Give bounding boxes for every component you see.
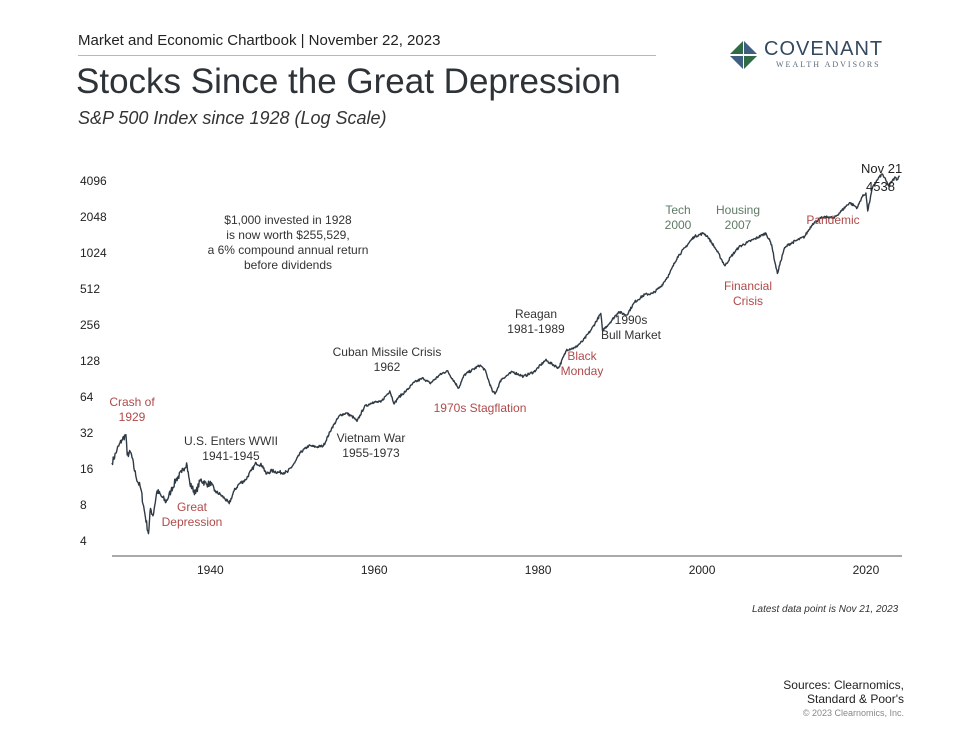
end-label-value: 4538 — [866, 179, 895, 194]
annotation-line: Black — [567, 349, 597, 363]
annotation-line: 1941-1945 — [202, 449, 260, 463]
annotation-label: Tech 2000 — [665, 203, 692, 232]
annotation-label: Financial Crisis — [724, 279, 772, 308]
chart-title: Stocks Since the Great Depression — [76, 62, 621, 101]
annotation-label: Cuban Missile Crisis 1962 — [333, 345, 442, 374]
annotation-line: Housing — [716, 203, 760, 217]
annotation-label: Vietnam War 1955-1973 — [337, 431, 406, 460]
annotation-line: Monday — [561, 364, 604, 378]
header-divider — [78, 55, 656, 56]
sp500-series-line — [111, 173, 901, 535]
annotation-label: Black Monday — [561, 349, 604, 378]
annotation-line: U.S. Enters WWII — [184, 434, 278, 448]
y-tick-label: 16 — [80, 462, 94, 476]
chart-subtitle: S&P 500 Index since 1928 (Log Scale) — [78, 108, 387, 128]
annotation-line: 2000 — [665, 218, 692, 232]
annotation-line: before dividends — [244, 258, 332, 272]
annotation-line: $1,000 invested in 1928 — [224, 213, 352, 227]
sources-line-2: Standard & Poor's — [806, 692, 904, 706]
logo-tagline: WEALTH ADVISORS — [776, 60, 881, 69]
annotation-line: Financial — [724, 279, 772, 293]
annotation-line: 1981-1989 — [507, 322, 565, 336]
annotation-label: Reagan 1981-1989 — [507, 307, 565, 336]
annotation-line: a 6% compound annual return — [208, 243, 369, 257]
x-tick-label: 2020 — [853, 563, 880, 577]
y-tick-label: 4096 — [80, 174, 107, 188]
annotation-line: 1962 — [374, 360, 401, 374]
x-tick-label: 2000 — [689, 563, 716, 577]
annotation-line: 1929 — [119, 410, 146, 424]
x-tick-label: 1960 — [361, 563, 388, 577]
annotation-line: is now worth $255,529, — [226, 228, 349, 242]
y-tick-label: 2048 — [80, 210, 107, 224]
y-tick-label: 8 — [80, 498, 87, 512]
annotation-label: 1990s Bull Market — [601, 313, 662, 342]
annotation-label: Pandemic — [806, 213, 859, 227]
logo-name: COVENANT — [764, 38, 884, 60]
y-tick-label: 64 — [80, 390, 94, 404]
series-layer — [111, 173, 901, 535]
annotation-line: 1990s — [615, 313, 648, 327]
x-tick-label: 1980 — [525, 563, 552, 577]
annotation-line: Great — [177, 500, 208, 514]
annotation-line: Cuban Missile Crisis — [333, 345, 442, 359]
end-label-date: Nov 21 — [861, 161, 902, 176]
annotation-label: Housing 2007 — [716, 203, 760, 232]
sources-line-1: Sources: Clearnomics, — [783, 678, 904, 692]
annotation-label: Great Depression — [162, 500, 223, 529]
diamond-quadrant-icon — [730, 41, 757, 69]
annotation-label: 1970s Stagflation — [434, 401, 527, 415]
y-tick-label: 32 — [80, 426, 94, 440]
latest-data-note: Latest data point is Nov 21, 2023 — [752, 604, 899, 615]
sources: Sources: Clearnomics, Standard & Poor's — [783, 678, 904, 706]
annotation-line: 2007 — [725, 218, 752, 232]
company-logo: COVENANT WEALTH ADVISORS — [728, 38, 888, 72]
annotation-line: Depression — [162, 515, 223, 529]
y-tick-label: 512 — [80, 282, 100, 296]
annotation-label: U.S. Enters WWII 1941-1945 — [184, 434, 278, 463]
y-tick-label: 1024 — [80, 246, 107, 260]
annotation-line: 1970s Stagflation — [434, 401, 527, 415]
annotation-line: Vietnam War — [337, 431, 406, 445]
annotations: Crash of 1929 Great Depression U.S. Enters W… — [109, 203, 859, 529]
annotation-label: $1,000 invested in 1928 is now worth $255… — [208, 213, 369, 272]
report-header: Market and Economic Chartbook | November… — [78, 32, 441, 49]
copyright: © 2023 Clearnomics, Inc. — [802, 708, 904, 718]
y-axis: 4 8 16 32 64 128 256 512 1024 2048 4096 — [80, 174, 107, 548]
annotation-line: Crash of — [109, 395, 155, 409]
annotation-line: Crisis — [733, 294, 763, 308]
annotation-line: Tech — [665, 203, 690, 217]
y-tick-label: 128 — [80, 354, 100, 368]
y-tick-label: 4 — [80, 534, 87, 548]
x-axis: 1940 1960 1980 2000 2020 — [112, 555, 902, 577]
x-tick-label: 1940 — [197, 563, 224, 577]
annotation-line: Reagan — [515, 307, 557, 321]
annotation-line: Pandemic — [806, 213, 859, 227]
annotation-label: Crash of 1929 — [109, 395, 155, 424]
annotation-line: 1955-1973 — [342, 446, 400, 460]
end-label: Nov 21 4538 — [861, 161, 902, 194]
annotation-line: Bull Market — [601, 328, 662, 342]
y-tick-label: 256 — [80, 318, 100, 332]
